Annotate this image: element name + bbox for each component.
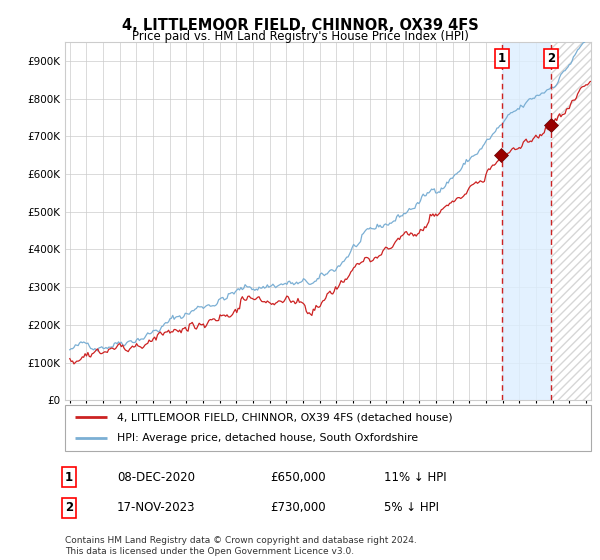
Bar	[551, 42, 591, 400]
Bar	[551, 42, 591, 400]
Text: 08-DEC-2020: 08-DEC-2020	[117, 470, 195, 484]
Text: 4, LITTLEMOOR FIELD, CHINNOR, OX39 4FS: 4, LITTLEMOOR FIELD, CHINNOR, OX39 4FS	[122, 18, 478, 33]
Text: 4, LITTLEMOOR FIELD, CHINNOR, OX39 4FS (detached house): 4, LITTLEMOOR FIELD, CHINNOR, OX39 4FS (…	[118, 412, 453, 422]
Text: 1: 1	[65, 470, 73, 484]
Bar	[502, 42, 551, 400]
Text: Price paid vs. HM Land Registry's House Price Index (HPI): Price paid vs. HM Land Registry's House …	[131, 30, 469, 43]
FancyBboxPatch shape	[65, 405, 591, 451]
Text: £650,000: £650,000	[270, 470, 326, 484]
Text: 1: 1	[497, 52, 506, 64]
Text: £730,000: £730,000	[270, 501, 326, 515]
Text: 2: 2	[65, 501, 73, 515]
Text: 17-NOV-2023: 17-NOV-2023	[117, 501, 196, 515]
Text: Contains HM Land Registry data © Crown copyright and database right 2024.
This d: Contains HM Land Registry data © Crown c…	[65, 536, 416, 556]
Text: 2: 2	[547, 52, 555, 64]
Text: 11% ↓ HPI: 11% ↓ HPI	[384, 470, 446, 484]
Text: HPI: Average price, detached house, South Oxfordshire: HPI: Average price, detached house, Sout…	[118, 433, 419, 444]
Text: 5% ↓ HPI: 5% ↓ HPI	[384, 501, 439, 515]
